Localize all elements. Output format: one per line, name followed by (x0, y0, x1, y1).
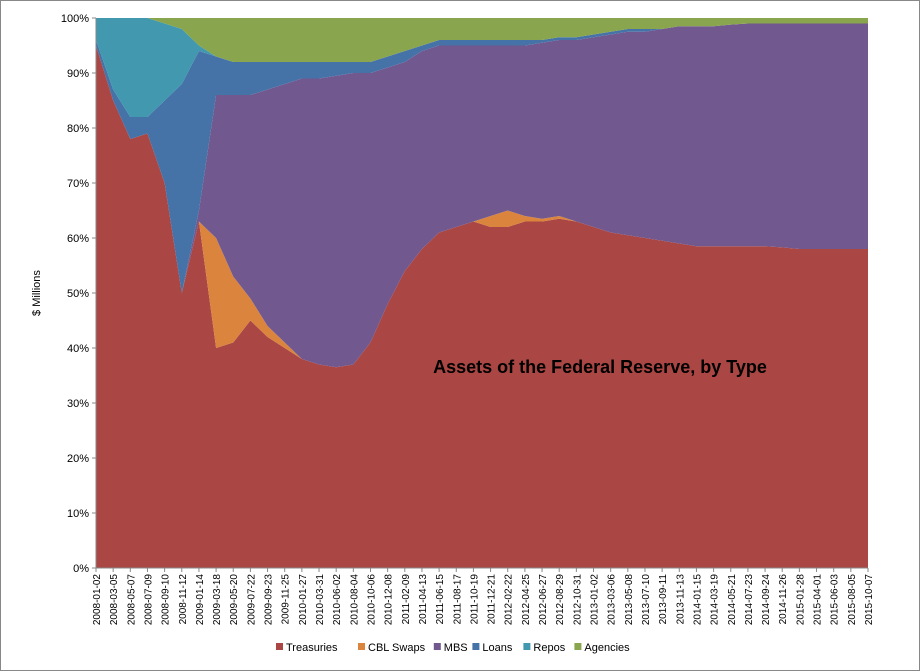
legend-label: Loans (482, 642, 512, 654)
legend-label: MBS (444, 642, 468, 654)
x-tick-label: 2015-04-01 (813, 574, 824, 626)
x-tick-label: 2015-10-07 (864, 574, 875, 626)
y-axis-label: $ Millions (31, 270, 43, 316)
x-tick-label: 2014-01-15 (692, 574, 703, 626)
area (96, 45, 868, 568)
x-tick-label: 2010-06-02 (332, 574, 343, 626)
x-tick-label: 2011-02-09 (401, 574, 412, 625)
legend-swatch (358, 643, 365, 650)
x-tick-label: 2010-01-27 (298, 574, 309, 626)
x-tick-label: 2008-01-02 (92, 574, 103, 626)
x-tick-label: 2013-09-11 (658, 574, 669, 625)
y-tick-label: 90% (67, 68, 89, 80)
x-tick-label: 2010-08-04 (349, 574, 360, 626)
x-tick-label: 2015-06-03 (830, 574, 841, 626)
x-tick-label: 2009-03-18 (212, 574, 223, 626)
y-tick-label: 20% (67, 453, 89, 465)
x-tick-label: 2014-05-21 (727, 574, 738, 626)
x-tick-label: 2012-10-31 (572, 574, 583, 626)
x-tick-label: 2011-12-21 (487, 574, 498, 625)
x-tick-label: 2013-05-08 (624, 574, 635, 626)
x-tick-label: 2014-09-24 (761, 574, 772, 626)
legend-swatch (574, 643, 582, 650)
y-tick-label: 50% (67, 288, 89, 300)
x-tick-label: 2010-03-31 (315, 574, 326, 626)
y-tick-label: 60% (67, 233, 89, 245)
x-tick-label: 2013-07-10 (641, 574, 652, 626)
x-tick-label: 2008-09-10 (161, 574, 172, 626)
legend-swatch (433, 643, 441, 650)
x-tick-label: 2013-01-02 (590, 574, 601, 626)
y-tick-label: 100% (61, 13, 89, 25)
legend-label: Repos (533, 642, 565, 654)
chart-title: Assets of the Federal Reserve, by Type (433, 357, 767, 377)
x-tick-label: 2010-12-08 (384, 574, 395, 626)
x-tick-label: 2009-07-22 (246, 574, 257, 626)
x-tick-label: 2010-10-06 (366, 574, 377, 626)
x-tick-label: 2011-06-15 (435, 574, 446, 625)
x-tick-label: 2014-11-26 (778, 574, 789, 625)
x-tick-label: 2009-01-14 (195, 574, 206, 626)
x-tick-label: 2014-07-23 (744, 574, 755, 626)
x-tick-label: 2008-11-12 (178, 574, 189, 625)
y-tick-label: 10% (67, 508, 89, 520)
x-tick-label: 2014-03-19 (710, 574, 721, 626)
x-tick-label: 2008-03-05 (109, 574, 120, 626)
legend-label: CBL Swaps (368, 642, 426, 654)
x-tick-label: 2009-11-25 (281, 574, 292, 625)
x-tick-label: 2009-05-20 (229, 574, 240, 626)
legend-label: Agencies (584, 642, 630, 654)
area (96, 18, 868, 62)
x-tick-label: 2012-06-27 (538, 574, 549, 626)
area (96, 18, 868, 117)
x-tick-label: 2011-10-19 (469, 574, 480, 625)
x-tick-label: 2008-07-09 (143, 574, 154, 626)
y-tick-label: 40% (67, 343, 89, 355)
legend-swatch (276, 643, 283, 650)
x-tick-label: 2015-08-05 (847, 574, 858, 626)
x-tick-label: 2011-04-13 (418, 574, 429, 625)
area (96, 23, 868, 368)
legend-swatch (472, 643, 480, 650)
x-tick-label: 2008-05-07 (126, 574, 137, 626)
x-tick-label: 2013-03-06 (607, 574, 618, 626)
x-tick-label: 2009-09-23 (264, 574, 275, 626)
legend-label: Treasuries (286, 642, 338, 654)
y-tick-label: 0% (73, 563, 89, 575)
y-tick-label: 30% (67, 398, 89, 410)
y-tick-label: 80% (67, 123, 89, 135)
legend-swatch (523, 643, 531, 650)
y-tick-label: 70% (67, 178, 89, 190)
x-tick-label: 2013-11-13 (675, 574, 686, 625)
x-tick-label: 2012-04-25 (521, 574, 532, 626)
x-tick-label: 2012-02-22 (504, 574, 515, 626)
x-tick-label: 2015-01-28 (795, 574, 806, 626)
x-tick-label: 2011-08-17 (452, 574, 463, 625)
x-tick-label: 2012-08-29 (555, 574, 566, 626)
